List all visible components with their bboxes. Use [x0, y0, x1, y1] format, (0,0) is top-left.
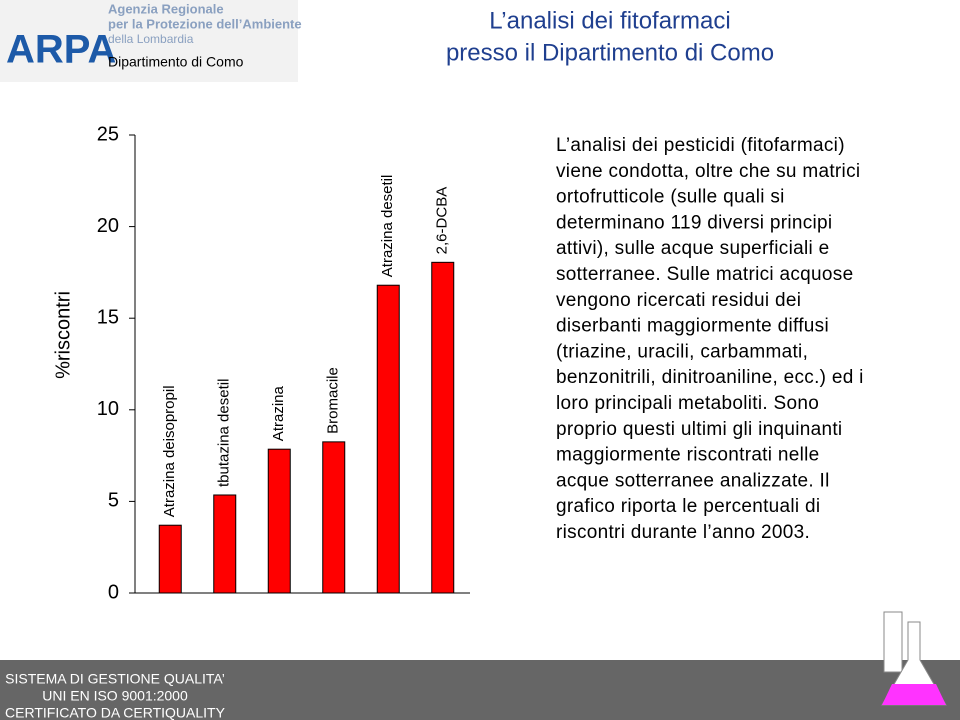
body-line: loro principali metaboliti. Sono	[556, 393, 819, 414]
body-line: diserbanti maggiormente diffusi	[556, 316, 829, 337]
chart: 0 5 10 15 20 25 Atrazina deisopropil tbutazina …	[97, 123, 470, 603]
category-label: tbutazina desetil	[216, 379, 233, 487]
footer-band	[0, 660, 960, 720]
body-line: grafico riporta le percentuali di	[556, 496, 820, 517]
flask-icon	[881, 611, 947, 706]
bar	[213, 494, 237, 594]
y-tick-label: 15	[97, 306, 119, 328]
body-line: riscontri durante l’anno 2003.	[556, 522, 810, 543]
logo: ARPA	[6, 28, 116, 72]
flask-tube	[883, 611, 903, 673]
body-line: proprio questi ultimi gli inquinanti	[556, 419, 842, 440]
title: presso il Dipartimento di Como	[446, 39, 774, 66]
body-line: (triazine, uracili, carbammati,	[556, 341, 808, 362]
flask-liquid	[882, 684, 946, 705]
body-line: ortofrutticole (sulle quali si	[556, 187, 785, 208]
y-tick-label: 10	[97, 398, 119, 420]
agency-line: per la Protezione dell’Ambiente	[108, 16, 302, 31]
y-tick-label: 25	[97, 123, 119, 145]
bar	[431, 261, 455, 594]
bar	[267, 448, 291, 594]
y-axis-label: %riscontri	[52, 291, 74, 379]
y-tick-label: 20	[97, 215, 119, 237]
footer-line: UNI EN ISO 9001:2000	[42, 688, 188, 704]
category-label: 2,6-DCBA	[434, 187, 451, 255]
footer-line: CERTIFICATO DA CERTIQUALITY	[5, 705, 226, 720]
footer-line: SISTEMA DI GESTIONE QUALITA’	[5, 671, 225, 687]
category-label: Atrazina	[270, 386, 287, 442]
category-label: Atrazina deisopropil	[161, 385, 178, 517]
body-line: L’analisi dei pesticidi (fitofarmaci)	[556, 135, 845, 156]
department: Dipartimento di Como	[108, 54, 244, 70]
agency-line: Agenzia Regionale	[108, 1, 224, 16]
body-line: benzonitrili, dinitroaniline, ecc.) ed i	[556, 367, 864, 388]
title: L’analisi dei fitofarmaci	[489, 7, 730, 34]
y-tick-label: 5	[108, 490, 119, 512]
y-tick-label: 0	[108, 581, 119, 603]
bar	[322, 441, 346, 594]
body-line: sotterranee. Sulle matrici acquose	[556, 264, 853, 285]
body-line: vengono ricercati residui dei	[556, 290, 801, 311]
agency-line: della Lombardia	[108, 32, 194, 46]
bar	[158, 524, 182, 594]
body-line: acque sotterranee analizzate. Il	[556, 470, 830, 491]
body-line: maggiormente riscontrati nelle	[556, 445, 820, 466]
category-label: Atrazina desetil	[379, 175, 396, 278]
category-label: Bromacile	[325, 367, 342, 434]
body-line: attivi), sulle acque superficiali e	[556, 238, 829, 259]
bar	[376, 284, 400, 594]
body-line: viene condotta, oltre che su matrici	[556, 161, 860, 182]
logo-area	[0, 0, 298, 82]
body-line: determinano 119 diversi principi	[556, 212, 832, 233]
